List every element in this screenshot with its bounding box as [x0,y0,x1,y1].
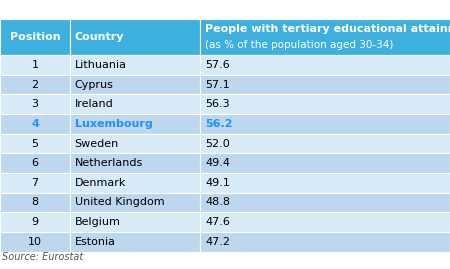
Bar [0,114,70,134]
Bar [70,173,200,193]
Text: 7: 7 [32,178,39,188]
Bar [200,134,450,153]
Text: 56.2: 56.2 [205,119,233,129]
Text: 2: 2 [32,80,39,90]
Bar [0,193,70,212]
Bar [0,134,70,153]
Bar [0,153,70,173]
Bar [70,153,200,173]
Bar [200,114,450,134]
Bar [200,212,450,232]
Text: 6: 6 [32,158,39,168]
Text: People with tertiary educational attainment, 2018: People with tertiary educational attainm… [205,24,450,34]
Text: 47.6: 47.6 [205,217,230,227]
Text: 52.0: 52.0 [205,139,230,148]
Bar [0,94,70,114]
Text: 57.6: 57.6 [205,60,230,70]
Text: 48.8: 48.8 [205,197,230,207]
Bar [70,114,200,134]
Text: Luxembourg: Luxembourg [75,119,153,129]
Text: 8: 8 [32,197,39,207]
Bar [70,134,200,153]
Text: 56.3: 56.3 [205,99,230,109]
Text: 49.1: 49.1 [205,178,230,188]
Text: (as % of the population aged 30-34): (as % of the population aged 30-34) [205,40,394,50]
Bar [70,55,200,75]
Bar [200,153,450,173]
Text: 47.2: 47.2 [205,237,230,247]
Text: Belgium: Belgium [75,217,121,227]
Bar [0,212,70,232]
Text: Netherlands: Netherlands [75,158,143,168]
Bar [70,75,200,94]
Bar [200,193,450,212]
Bar [200,94,450,114]
Bar [200,19,450,55]
Bar [0,232,70,252]
Text: 49.4: 49.4 [205,158,230,168]
Text: Estonia: Estonia [75,237,116,247]
Text: 3: 3 [32,99,39,109]
Text: Cyprus: Cyprus [75,80,113,90]
Text: Source: Eurostat: Source: Eurostat [2,252,84,262]
Bar [0,173,70,193]
Bar [0,19,70,55]
Text: Lithuania: Lithuania [75,60,127,70]
Bar [200,173,450,193]
Text: Position: Position [10,32,60,42]
Bar [0,75,70,94]
Bar [70,193,200,212]
Bar [70,212,200,232]
Bar [70,94,200,114]
Text: 57.1: 57.1 [205,80,230,90]
Bar [0,55,70,75]
Text: Sweden: Sweden [75,139,119,148]
Text: Country: Country [75,32,124,42]
Bar [200,55,450,75]
Text: 9: 9 [32,217,39,227]
Bar [200,75,450,94]
Text: 5: 5 [32,139,39,148]
Text: Ireland: Ireland [75,99,113,109]
Text: 10: 10 [28,237,42,247]
Text: 1: 1 [32,60,39,70]
Bar [70,19,200,55]
Bar [70,232,200,252]
Bar [200,232,450,252]
Text: United Kingdom: United Kingdom [75,197,164,207]
Text: 4: 4 [31,119,39,129]
Text: Denmark: Denmark [75,178,126,188]
